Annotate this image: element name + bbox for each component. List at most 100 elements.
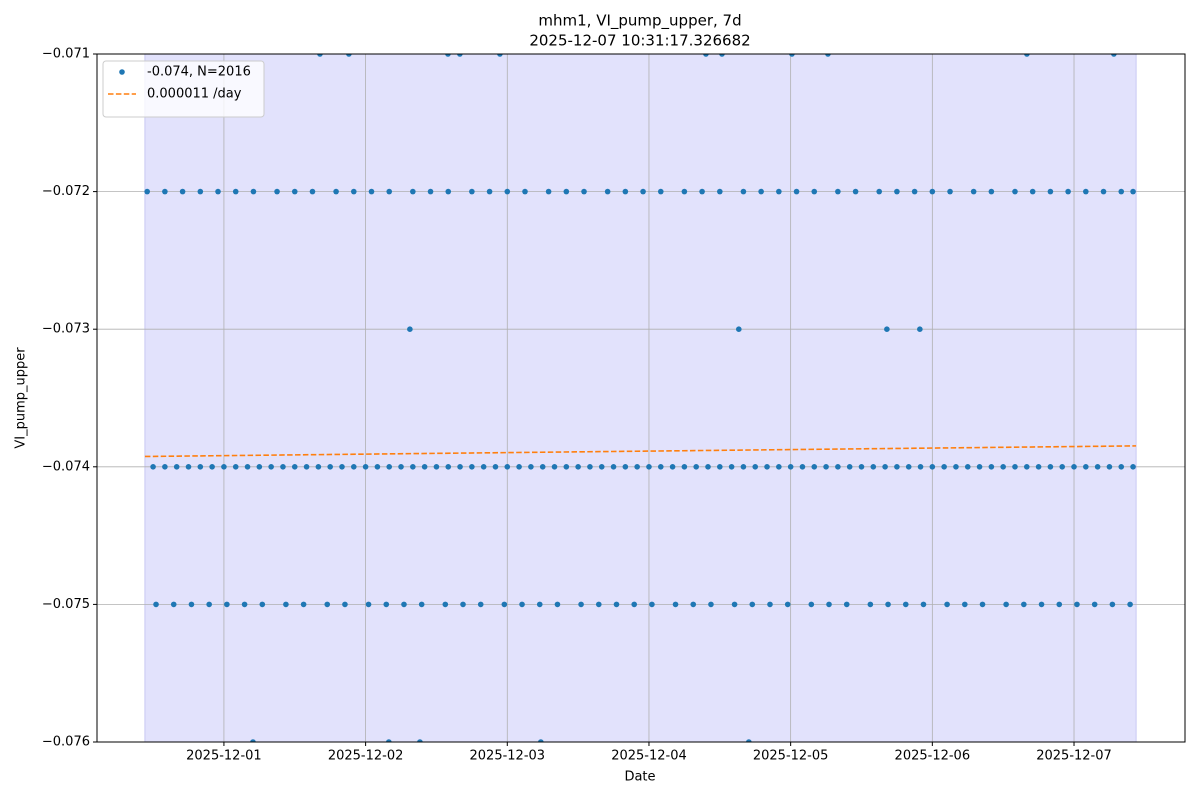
data-point [631,601,638,608]
data-point [894,188,900,195]
data-point [1109,601,1116,608]
data-point [386,739,392,742]
data-point [244,464,251,470]
data-point [622,464,629,470]
shaded-span [144,53,1137,743]
data-point [705,464,711,470]
data-point [538,739,544,742]
data-point [554,601,561,608]
data-point [1023,464,1030,470]
data-point [206,601,212,608]
data-point [595,601,602,608]
data-point [587,464,593,470]
data-point [944,601,950,608]
data-point [333,188,339,195]
data-point [241,601,248,608]
data-point [1035,464,1042,470]
data-point [300,601,307,608]
data-point [784,601,791,608]
chart-title: mhm1, VI_pump_upper, 7d [538,12,741,31]
data-point [350,188,357,195]
data-point [259,601,266,608]
data-point [232,464,239,470]
data-point [274,188,280,195]
data-point [884,326,890,333]
data-point [867,601,874,608]
x-axis-label: Date [624,770,655,785]
data-point [162,464,168,470]
data-point [150,464,156,470]
data-point [613,601,620,608]
data-point [964,464,971,470]
data-point [188,601,195,608]
data-point [433,464,440,470]
data-point [383,601,390,608]
data-point [1065,188,1071,195]
data-point [749,601,756,608]
data-point [327,464,333,470]
data-point [1074,601,1080,608]
data-point [598,464,605,470]
data-point [528,464,534,470]
data-point [221,464,227,470]
data-point [876,188,883,195]
data-point [1003,601,1009,608]
data-point [232,188,239,195]
data-point [457,54,463,57]
data-point [374,464,381,470]
data-point [445,188,452,195]
data-point [280,464,286,470]
data-point [604,188,611,195]
data-point [309,188,316,195]
data-point [789,54,795,57]
data-point [731,601,738,608]
data-point [708,601,714,608]
data-point [953,464,959,470]
data-point [1083,464,1089,470]
data-point [776,188,782,195]
data-point [947,188,953,195]
data-point [767,601,773,608]
data-point [920,601,927,608]
data-point [460,601,466,608]
data-point [173,464,180,470]
data-point [979,601,986,608]
data-point [1071,464,1077,470]
data-point [410,188,416,195]
data-point [342,601,348,608]
legend-marker [119,69,125,75]
data-point [339,464,345,470]
data-point [1130,188,1136,195]
data-point [882,464,888,470]
data-point [445,464,452,470]
data-point [421,464,428,470]
data-point [1127,601,1133,608]
data-point [808,601,815,608]
data-point [740,188,747,195]
data-point [497,54,503,57]
data-point [1130,464,1136,470]
data-point [634,464,640,470]
data-point [835,188,841,195]
data-point [1056,601,1063,608]
data-point [492,464,499,470]
data-point [693,464,699,470]
data-point [144,188,150,195]
y-tick-label: −0.072 [42,184,90,199]
x-tick-label: 2025-12-02 [328,749,404,764]
data-point [365,601,372,608]
data-point [1000,464,1006,470]
y-tick-label: −0.073 [42,322,90,337]
data-point [386,188,393,195]
data-point [622,188,629,195]
x-tick-label: 2025-12-06 [895,749,971,764]
data-point [407,326,413,333]
data-point [1118,464,1125,470]
data-point [988,464,995,470]
data-point [317,54,323,57]
data-point [445,54,451,57]
data-point [516,464,522,470]
data-point [386,464,393,470]
data-point [870,464,877,470]
data-point [368,188,375,195]
